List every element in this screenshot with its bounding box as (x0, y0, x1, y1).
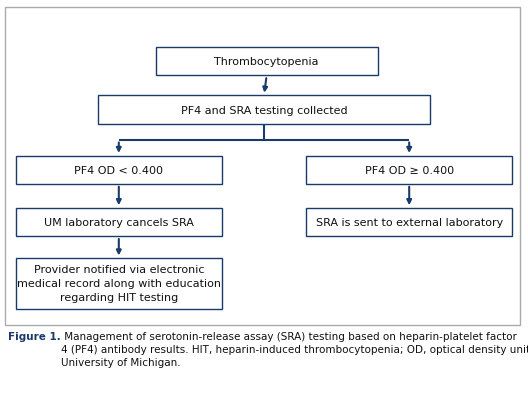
Text: SRA is sent to external laboratory: SRA is sent to external laboratory (316, 218, 503, 227)
Text: Management of serotonin-release assay (SRA) testing based on heparin-platelet fa: Management of serotonin-release assay (S… (61, 331, 528, 367)
Text: PF4 OD < 0.400: PF4 OD < 0.400 (74, 166, 163, 175)
Text: Provider notified via electronic
medical record along with education
regarding H: Provider notified via electronic medical… (17, 265, 221, 303)
FancyBboxPatch shape (98, 96, 430, 124)
FancyBboxPatch shape (156, 48, 378, 76)
Text: PF4 and SRA testing collected: PF4 and SRA testing collected (181, 105, 347, 115)
Text: Figure 1.: Figure 1. (8, 331, 61, 341)
Text: Thrombocytopenia: Thrombocytopenia (214, 57, 319, 67)
Text: PF4 OD ≥ 0.400: PF4 OD ≥ 0.400 (365, 166, 454, 175)
FancyBboxPatch shape (5, 8, 520, 325)
FancyBboxPatch shape (16, 259, 222, 309)
FancyBboxPatch shape (16, 209, 222, 237)
FancyBboxPatch shape (306, 209, 512, 237)
FancyBboxPatch shape (16, 156, 222, 184)
Text: UM laboratory cancels SRA: UM laboratory cancels SRA (44, 218, 194, 227)
FancyBboxPatch shape (306, 156, 512, 184)
